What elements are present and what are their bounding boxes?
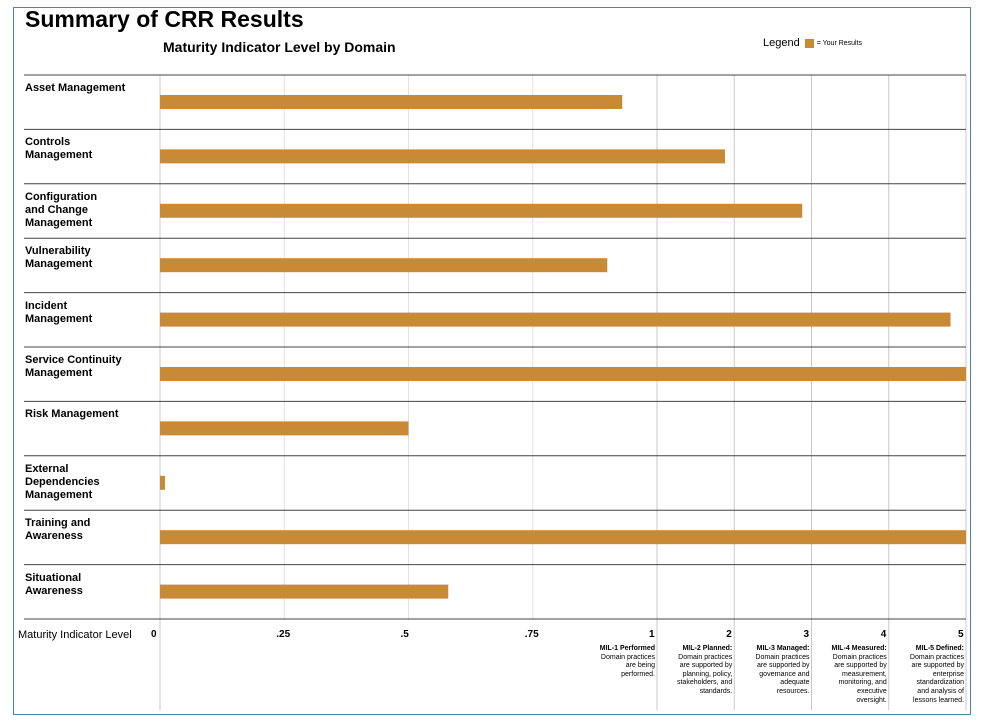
domain-label: Training and Awareness <box>25 517 90 543</box>
domain-label: Controls Management <box>25 136 92 162</box>
domain-label-line: Vulnerability <box>25 245 92 258</box>
mil-description-title: MIL-4 Measured: <box>817 645 887 654</box>
mil-description-line: Domain practices <box>662 654 732 663</box>
mil-description: MIL-4 Measured: Domain practices are suppo… <box>817 645 887 705</box>
mil-description: MIL-5 Defined: Domain practices are suppor… <box>894 645 964 705</box>
bar-7 <box>160 421 409 435</box>
mil-description-title: MIL-2 Planned: <box>662 645 732 654</box>
mil-description-line: are supported by <box>894 662 964 671</box>
mil-description-line: oversight. <box>817 697 887 706</box>
x-tick-label: 2 <box>726 629 732 640</box>
domain-label-line: and Change <box>25 204 97 217</box>
mil-description-line: Domain practices <box>894 654 964 663</box>
mil-description-line: standards. <box>662 688 732 697</box>
domain-label-line: Service Continuity <box>25 354 122 367</box>
bar-2 <box>160 149 725 163</box>
bar-6 <box>160 367 966 381</box>
bar-3 <box>160 204 802 218</box>
domain-label-line: Asset Management <box>25 82 125 95</box>
mil-description-line: are supported by <box>662 662 732 671</box>
x-tick-label: 3 <box>804 629 810 640</box>
bar-8 <box>160 476 165 490</box>
mil-description: MIL-3 Managed: Domain practices are suppor… <box>740 645 810 697</box>
x-tick-label: .5 <box>401 629 409 640</box>
domain-label: Asset Management <box>25 82 125 95</box>
domain-label-line: Management <box>25 313 92 326</box>
mil-description-line: executive <box>817 688 887 697</box>
mil-description-line: planning, policy, <box>662 671 732 680</box>
domain-label: Service Continuity Management <box>25 354 122 380</box>
domain-label-line: External <box>25 463 100 476</box>
mil-description-line: Domain practices <box>740 654 810 663</box>
mil-description-line: are being <box>585 662 655 671</box>
mil-description-line: monitoring, and <box>817 679 887 688</box>
mil-description-line: lessons learned. <box>894 697 964 706</box>
bar-9 <box>160 530 966 544</box>
mil-description-line: Domain practices <box>817 654 887 663</box>
x-axis-label: Maturity Indicator Level <box>18 629 132 641</box>
bar-10 <box>160 585 448 599</box>
mil-description-line: measurement, <box>817 671 887 680</box>
mil-description-line: standardization <box>894 679 964 688</box>
mil-description-line: enterprise <box>894 671 964 680</box>
domain-label-line: Awareness <box>25 530 90 543</box>
domain-label-line: Incident <box>25 300 92 313</box>
mil-description: MIL-1 Performed Domain practices are being… <box>585 645 655 679</box>
x-tick-label: 1 <box>649 629 655 640</box>
domain-label: Configuration and Change Management <box>25 191 97 230</box>
domain-label: Vulnerability Management <box>25 245 92 271</box>
domain-label-line: Management <box>25 367 122 380</box>
domain-label-line: Management <box>25 258 92 271</box>
domain-label-line: Risk Management <box>25 408 119 421</box>
domain-label-line: Management <box>25 149 92 162</box>
mil-description-line: resources. <box>740 688 810 697</box>
bar-4 <box>160 258 607 272</box>
mil-description-line: Domain practices <box>585 654 655 663</box>
domain-label-line: Management <box>25 489 100 502</box>
mil-description-title: MIL-1 Performed <box>585 645 655 654</box>
x-tick-label: 4 <box>881 629 887 640</box>
domain-label-line: Awareness <box>25 585 83 598</box>
mil-description-title: MIL-3 Managed: <box>740 645 810 654</box>
x-tick-label: .75 <box>525 629 539 640</box>
domain-label-line: Situational <box>25 572 83 585</box>
domain-label: External Dependencies Management <box>25 463 100 502</box>
domain-label-line: Management <box>25 217 97 230</box>
mil-description-line: performed. <box>585 671 655 680</box>
domain-label-line: Training and <box>25 517 90 530</box>
domain-label-line: Dependencies <box>25 476 100 489</box>
x-tick-label: 5 <box>958 629 964 640</box>
mil-description-title: MIL-5 Defined: <box>894 645 964 654</box>
domain-label: Incident Management <box>25 300 92 326</box>
domain-label-line: Configuration <box>25 191 97 204</box>
mil-description-line: are supported by <box>817 662 887 671</box>
x-tick-label: 0 <box>151 629 157 640</box>
domain-label: Risk Management <box>25 408 119 421</box>
domain-label: Situational Awareness <box>25 572 83 598</box>
mil-description-line: stakeholders, and <box>662 679 732 688</box>
bar-1 <box>160 95 622 109</box>
mil-description-line: adequate <box>740 679 810 688</box>
mil-description-line: are supported by <box>740 662 810 671</box>
mil-description-line: and analysis of <box>894 688 964 697</box>
bar-5 <box>160 313 951 327</box>
domain-label-line: Controls <box>25 136 92 149</box>
mil-description-line: governance and <box>740 671 810 680</box>
mil-description: MIL-2 Planned: Domain practices are suppor… <box>662 645 732 697</box>
x-tick-label: .25 <box>276 629 290 640</box>
